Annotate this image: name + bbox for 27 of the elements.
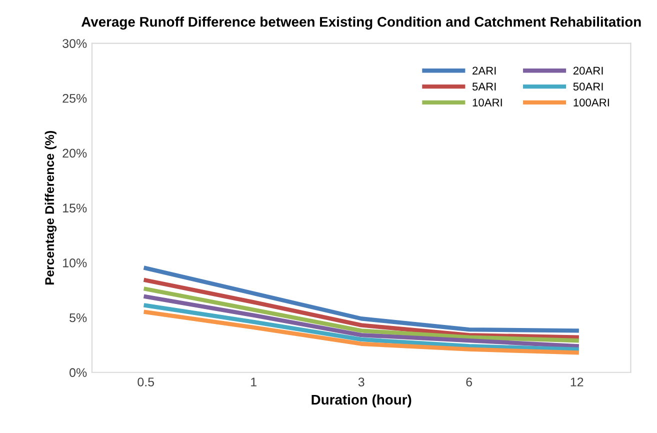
line-series [144,266,579,333]
legend-label: 5ARI [472,82,496,91]
line-series [144,294,579,348]
legend-label: 20ARI [573,66,603,75]
line-series [144,303,579,352]
line-series [144,286,579,343]
legend-label: 50ARI [573,82,603,91]
legend-label: 2ARI [472,66,496,75]
legend-label: 10ARI [472,98,502,106]
y-tick-label: 30% [62,39,87,48]
x-tick-label: 3 [358,378,364,386]
x-axis-title: Duration (hour) [312,394,412,408]
y-tick-label: 25% [62,94,87,103]
line-series [144,278,579,340]
y-tick-label: 5% [70,313,87,322]
x-tick-label: 1 [251,378,256,386]
y-tick-label: 10% [63,258,87,268]
line-series [144,310,579,355]
x-tick-label: 12 [570,378,584,386]
x-tick-label: 6 [466,378,472,386]
y-tick-label: 0% [70,368,87,378]
y-tick-label: 15% [63,204,87,212]
y-tick-label: 20% [62,148,87,158]
x-tick-label: 0.5 [138,378,154,386]
y-axis-title: Percentage Difference (%) [44,131,57,284]
chart-title: Average Runoff Difference between Existing Condition and Catchment Rehabilitation [81,16,641,30]
legend-label: 100ARI [574,98,609,106]
